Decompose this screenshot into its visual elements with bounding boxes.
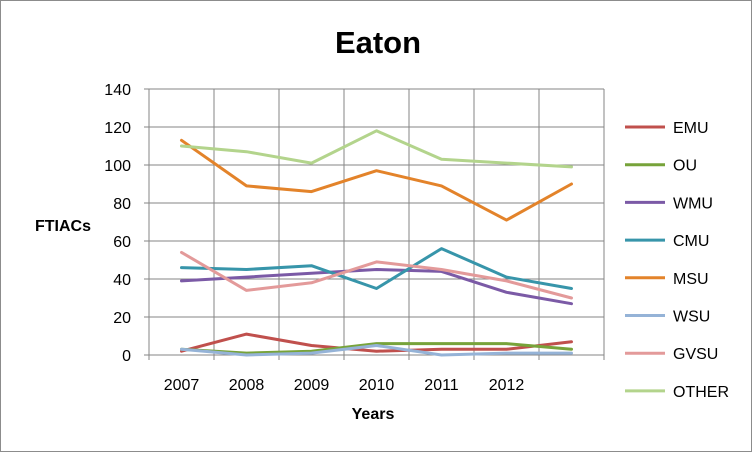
series-line-gvsu <box>180 250 573 300</box>
series-line-other <box>180 129 573 169</box>
legend-label-wmu: WMU <box>673 195 713 212</box>
legend-label-other: OTHER <box>673 384 729 401</box>
legend-label-ou: OU <box>673 158 697 175</box>
y-tick-label: 120 <box>104 120 131 137</box>
series-lines <box>180 129 573 357</box>
legend-label-cmu: CMU <box>673 233 709 250</box>
y-tick-label: 80 <box>113 196 131 213</box>
y-tick-label: 100 <box>104 158 131 175</box>
axes: 0 20 40 60 80 100 120 140 2007 2008 2009 2010 2011 20… <box>104 82 605 394</box>
legend-label-emu: EMU <box>673 120 709 137</box>
y-tick-label: 20 <box>113 310 131 327</box>
y-tick-label: 60 <box>113 234 131 251</box>
x-axis-label: Years <box>352 406 395 423</box>
legend-label-gvsu: GVSU <box>673 346 718 363</box>
legend: EMU OU WMU CMU MSU WSU GVSU OTHER <box>625 120 729 401</box>
x-tick-label-2012: 2012 <box>489 377 525 394</box>
y-tick-label: 0 <box>122 348 131 365</box>
chart-title: Eaton <box>335 25 421 60</box>
x-tick-label-2009: 2009 <box>294 377 330 394</box>
x-tick-label-2007: 2007 <box>164 377 200 394</box>
legend-label-msu: MSU <box>673 271 709 288</box>
x-tick-label-2008: 2008 <box>229 377 265 394</box>
legend-label-wsu: WSU <box>673 309 710 326</box>
x-tick-label-2010: 2010 <box>359 377 395 394</box>
gridlines <box>148 88 605 355</box>
y-tick-label: 40 <box>113 272 131 289</box>
series-line-wsu <box>180 344 573 357</box>
x-tick-label-2011: 2011 <box>424 377 459 394</box>
series-line-emu <box>180 332 573 353</box>
series-line-wmu <box>180 268 573 306</box>
y-tick-label: 140 <box>104 82 131 99</box>
series-line-cmu <box>180 247 573 290</box>
y-axis-label: FTIACs <box>35 218 91 235</box>
series-line-ou <box>180 342 573 355</box>
series-line-msu <box>180 138 573 222</box>
